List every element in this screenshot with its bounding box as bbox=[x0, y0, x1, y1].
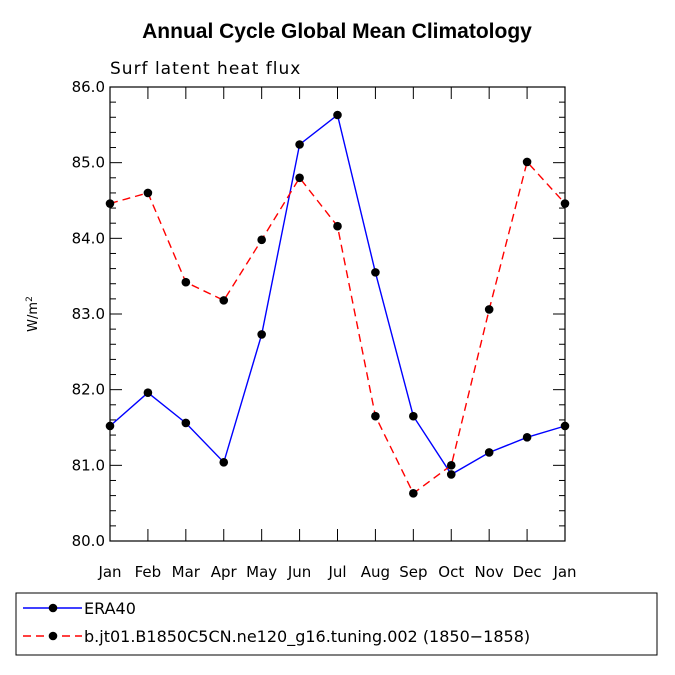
series-2-point bbox=[181, 277, 191, 287]
x-tick-label: Apr bbox=[211, 563, 238, 581]
series-2-point bbox=[295, 173, 304, 183]
x-tick-labels: Jan Feb Mar Apr May Jun Jul Aug Sep Oct Nov Dec Jan bbox=[97, 563, 576, 581]
series-1-point bbox=[257, 330, 266, 339]
series-2-point bbox=[257, 235, 266, 245]
series-2-point bbox=[371, 411, 380, 421]
plot-frame bbox=[109, 86, 566, 542]
x-tick-label: May bbox=[246, 563, 277, 581]
legend-label-1: ERA40 bbox=[84, 599, 136, 618]
y-tick-label: 84.0 bbox=[72, 229, 105, 247]
chart-subtitle: Surf latent heat flux bbox=[110, 59, 301, 79]
series-line-2 bbox=[109, 160, 566, 495]
series-2-point bbox=[219, 296, 229, 305]
series-2-point bbox=[409, 489, 418, 498]
series-1-point bbox=[560, 421, 570, 431]
chart-title: Annual Cycle Global Mean Climatology bbox=[142, 20, 532, 43]
x-tick-label: Oct bbox=[438, 563, 464, 581]
y-axis-label-text: W/m bbox=[26, 302, 41, 332]
y-tick-label: 83.0 bbox=[72, 305, 105, 323]
series-1-point bbox=[105, 421, 115, 431]
series-2-point bbox=[143, 188, 153, 198]
series-1-point bbox=[219, 458, 229, 467]
x-tick-label: Jul bbox=[327, 563, 346, 581]
y-tick-label: 82.0 bbox=[72, 381, 105, 399]
legend-label-2: b.jt01.B1850C5CN.ne120_g16.tuning.002 (1… bbox=[84, 627, 530, 647]
x-tick-label: Mar bbox=[172, 563, 201, 581]
series-layer bbox=[105, 110, 570, 498]
series-1-point bbox=[371, 268, 380, 277]
series-line-1 bbox=[109, 113, 566, 476]
x-tick-label: Jun bbox=[287, 563, 311, 581]
series-1-point bbox=[181, 418, 191, 428]
axis-ticks bbox=[109, 86, 566, 542]
y-axis-label-superscript: 2 bbox=[25, 296, 35, 302]
y-axis-label: W/m2 bbox=[25, 296, 41, 332]
series-1-point bbox=[409, 411, 418, 421]
legend-swatch-marker-1 bbox=[48, 603, 58, 613]
series-1-point bbox=[333, 110, 342, 120]
y-tick-label: 85.0 bbox=[72, 154, 105, 172]
x-tick-label: Nov bbox=[475, 563, 504, 581]
series-1-point bbox=[484, 448, 494, 457]
series-2-point bbox=[522, 157, 532, 167]
series-1-point bbox=[446, 470, 456, 479]
series-2-point bbox=[446, 461, 456, 470]
series-2-point bbox=[484, 305, 494, 314]
legend: ERA40 b.jt01.B1850C5CN.ne120_g16.tuning.0… bbox=[15, 592, 658, 656]
series-1-point bbox=[295, 140, 304, 149]
y-tick-labels: 80.0 81.0 82.0 83.0 84.0 85.0 86.0 bbox=[72, 78, 105, 550]
legend-box bbox=[15, 592, 658, 656]
x-tick-label: Feb bbox=[135, 563, 162, 581]
x-tick-label: Jan bbox=[552, 563, 576, 581]
y-tick-label: 86.0 bbox=[72, 78, 105, 96]
series-2-point bbox=[105, 199, 115, 208]
x-tick-label: Dec bbox=[513, 563, 542, 581]
series-2-point bbox=[560, 199, 570, 208]
x-tick-label: Jan bbox=[97, 563, 121, 581]
series-1-point bbox=[143, 388, 153, 397]
series-1-point bbox=[522, 433, 532, 442]
legend-swatch-marker-2 bbox=[48, 631, 58, 641]
legend-items: ERA40 b.jt01.B1850C5CN.ne120_g16.tuning.0… bbox=[23, 599, 530, 647]
x-tick-label: Sep bbox=[399, 563, 427, 581]
series-2-point bbox=[333, 221, 342, 231]
y-tick-label: 81.0 bbox=[72, 456, 105, 474]
x-tick-label: Aug bbox=[361, 563, 390, 581]
y-tick-label: 80.0 bbox=[72, 532, 105, 550]
